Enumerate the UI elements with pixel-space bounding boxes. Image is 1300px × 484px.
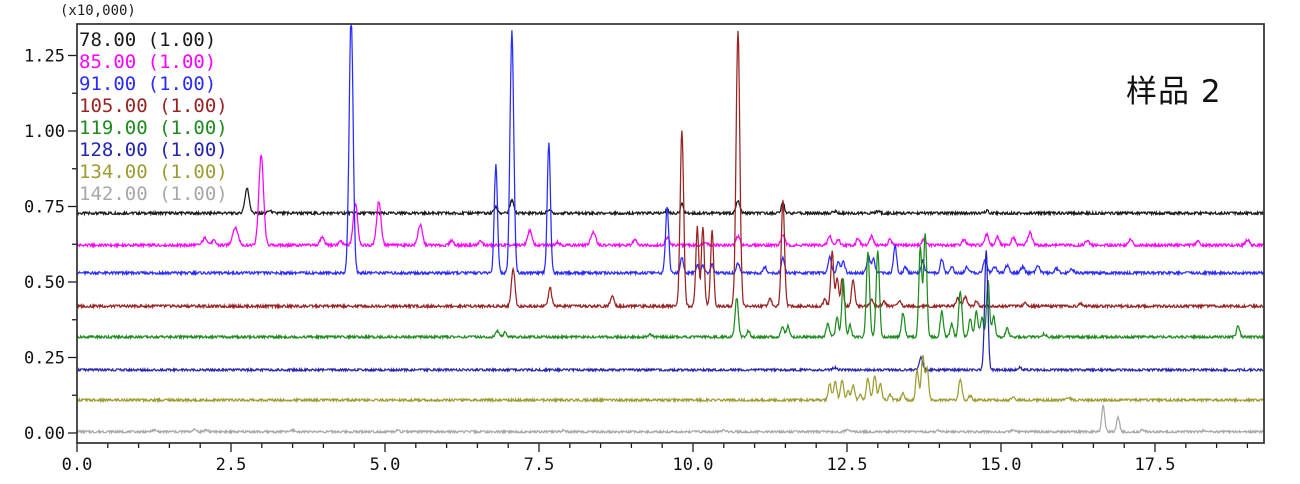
legend-entry: 85.00 (1.00)	[79, 51, 217, 73]
chromatogram-traces	[77, 24, 1264, 435]
y-axis-unit-label: (x10,000)	[60, 3, 136, 19]
legend-entry: 78.00 (1.00)	[79, 29, 217, 51]
trace-mz-119	[77, 233, 1264, 341]
x-tick-label: 12.5	[827, 455, 868, 475]
y-tick-label: 1.00	[24, 122, 65, 142]
trace-mz-78	[77, 187, 1264, 217]
x-tick-label: 15.0	[981, 455, 1022, 475]
trace-mz-134	[77, 355, 1264, 404]
legend-entry: 134.00 (1.00)	[79, 161, 228, 183]
trace-mz-85	[77, 154, 1264, 249]
y-tick-label: 0.75	[24, 198, 65, 218]
plot-border	[76, 23, 1265, 444]
legend-entry: 142.00 (1.00)	[79, 183, 228, 205]
y-tick-label: 1.25	[24, 47, 65, 67]
y-tick-label: 0.50	[24, 273, 65, 293]
x-tick-label: 5.0	[370, 455, 401, 475]
trace-legend: 78.00 (1.00) 85.00 (1.00) 91.00 (1.00) 105.…	[79, 29, 228, 205]
axis-tick-labels: 0.0 2.5 5.0 7.5 10.0 12.5 15.0 17.5 0.00 0.25 0.50…	[24, 47, 1175, 476]
trace-mz-91	[77, 24, 1264, 277]
y-tick-label: 0.00	[24, 424, 65, 444]
legend-entry: 128.00 (1.00)	[79, 139, 228, 161]
x-tick-label: 2.5	[216, 455, 247, 475]
y-tick-label: 0.25	[24, 349, 65, 369]
legend-entry: 119.00 (1.00)	[79, 117, 228, 139]
x-tick-label: 7.5	[524, 455, 555, 475]
sample-title: 样品 2	[1126, 74, 1222, 110]
axis-ticks	[68, 54, 1249, 452]
x-tick-label: 17.5	[1135, 455, 1176, 475]
x-tick-label: 10.0	[673, 455, 714, 475]
trace-mz-142	[77, 404, 1264, 435]
x-tick-label: 0.0	[62, 455, 93, 475]
trace-mz-105	[77, 30, 1264, 310]
legend-entry: 105.00 (1.00)	[79, 95, 228, 117]
trace-mz-128	[77, 250, 1264, 373]
legend-entry: 91.00 (1.00)	[79, 73, 217, 95]
